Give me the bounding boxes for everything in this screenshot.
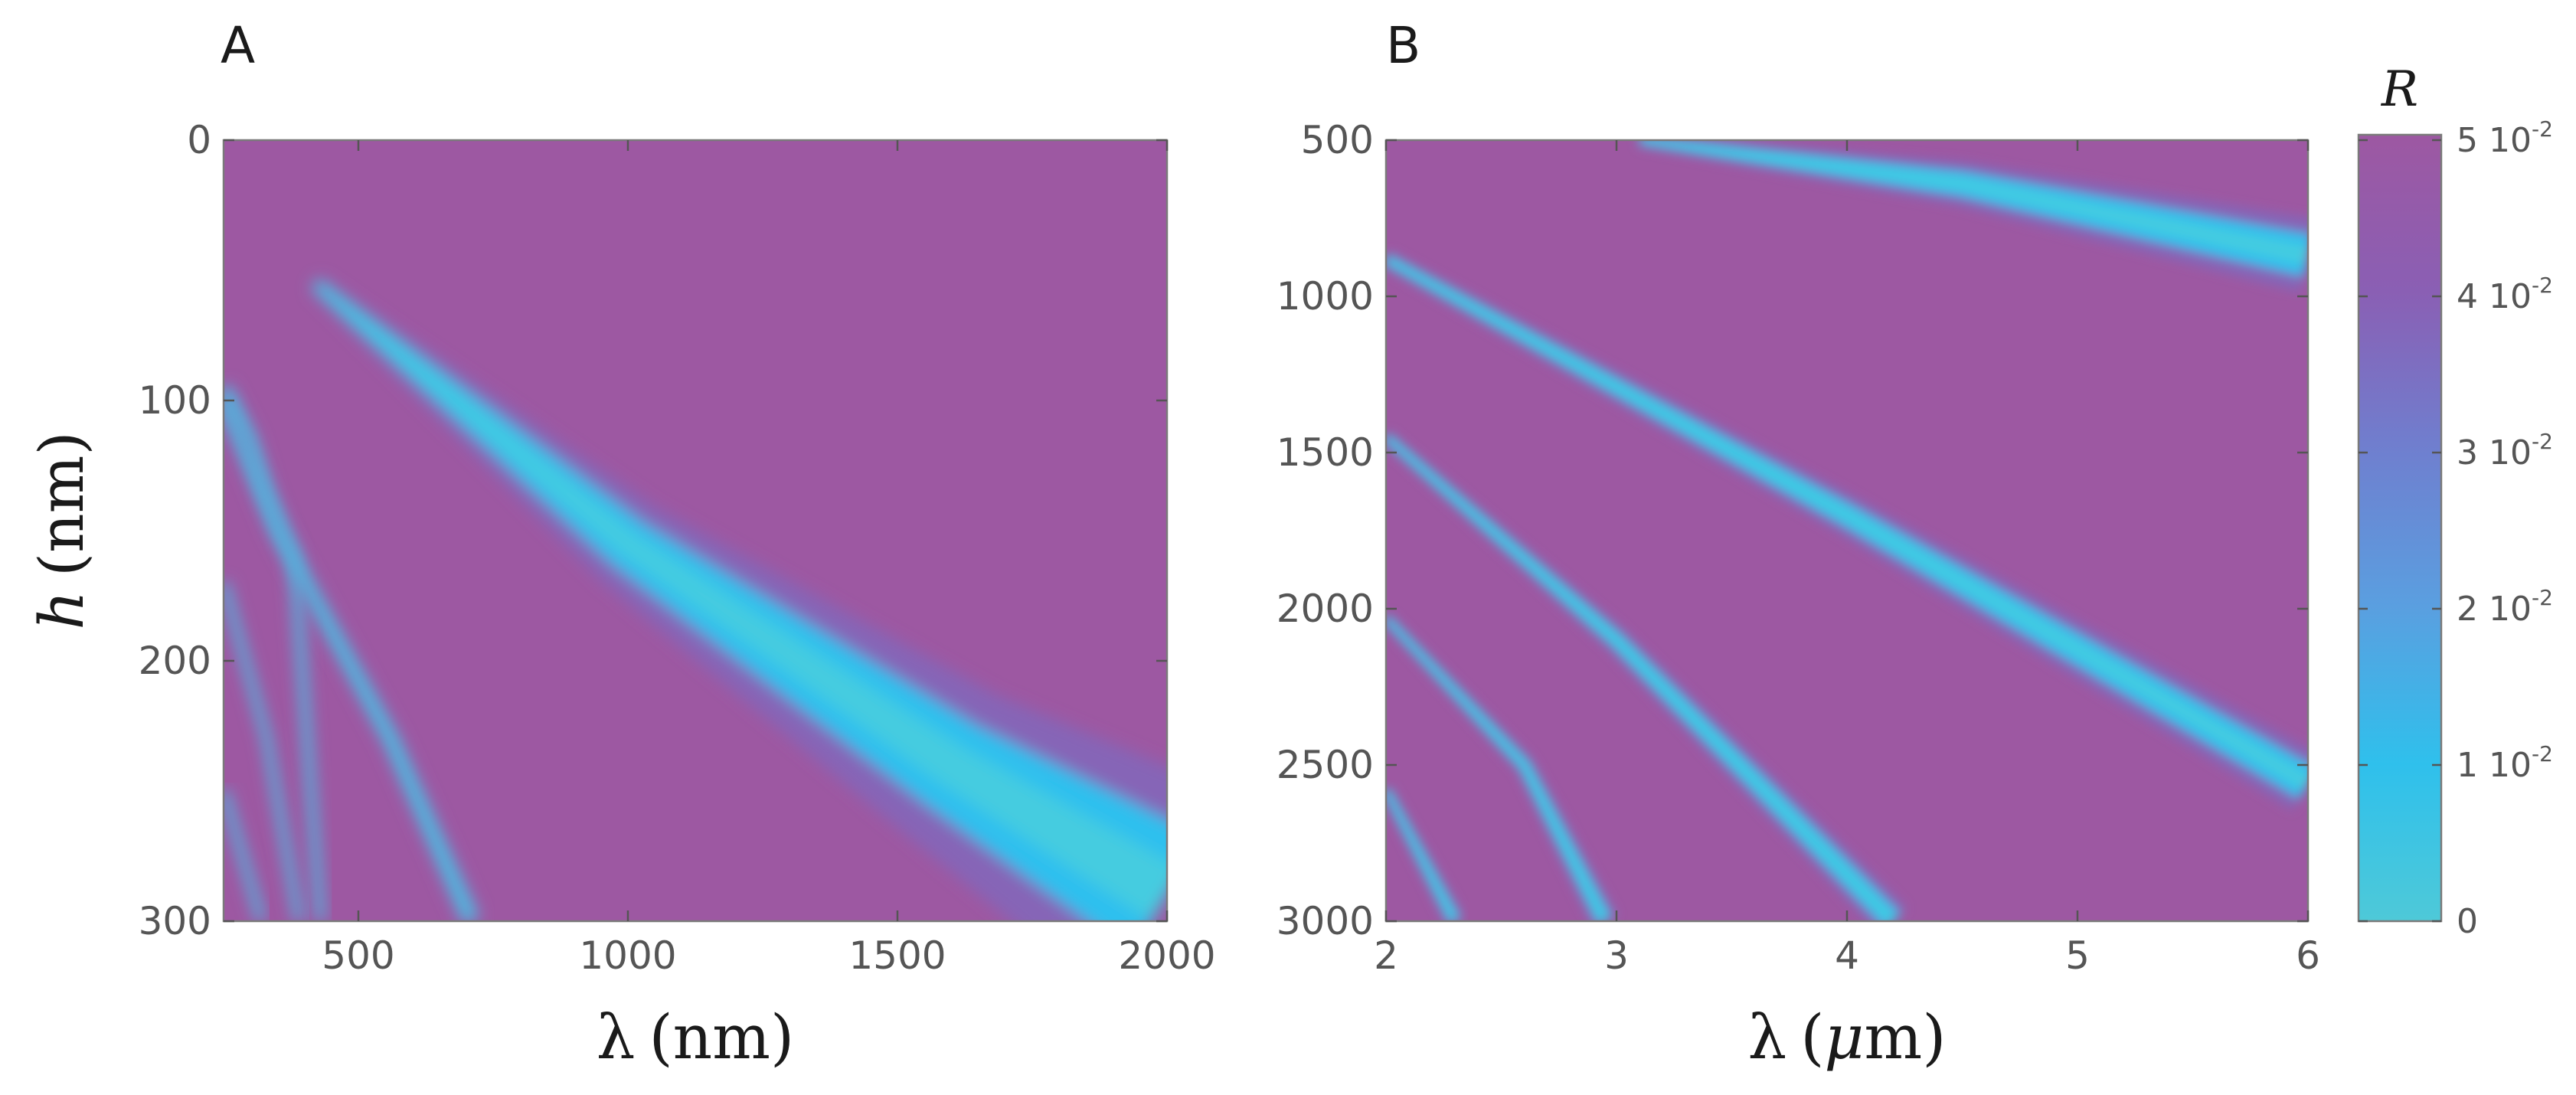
panel-a-band-1-layer-3 bbox=[313, 281, 1167, 921]
colorbar-tick-main: 3 10 bbox=[2457, 433, 2532, 472]
panel-b-x-axis-title: λ (μm) bbox=[1748, 1002, 1947, 1073]
colorbar-tick-exponent: -2 bbox=[2532, 116, 2553, 142]
panel-a-band-3 bbox=[224, 383, 327, 921]
panel-a-band-2 bbox=[224, 397, 482, 921]
panel-a-band-4 bbox=[224, 581, 305, 921]
colorbar-tick-main: 1 10 bbox=[2457, 746, 2532, 785]
panel-b-band-4 bbox=[1386, 613, 1617, 921]
panel-a-band-3-layer-2 bbox=[224, 385, 324, 921]
panel-a-bands bbox=[224, 276, 1167, 921]
panel-b-x-tick-label: 2 bbox=[1374, 933, 1398, 978]
panel-b-y-tick-label: 3000 bbox=[1277, 899, 1374, 943]
panel-b-band-3-layer-3 bbox=[1386, 435, 1897, 921]
colorbar-tick-label: 5 10-2 bbox=[2457, 116, 2553, 160]
panel-b-x-tick-label: 5 bbox=[2065, 933, 2090, 978]
panel-b-x-axis-unit-open: ( bbox=[1800, 1002, 1824, 1073]
panel-a-y-axis-unit: (nm) bbox=[26, 431, 97, 577]
panel-b-label: B bbox=[1386, 16, 1420, 75]
panel-b-y-ticks: 500 1000 1500 2000 2500 3000 bbox=[1277, 118, 2308, 943]
panel-a-band-5 bbox=[224, 789, 267, 921]
panel-a-x-ticks: 500 1000 1500 2000 bbox=[322, 140, 1216, 978]
colorbar-tick-main: 0 bbox=[2457, 902, 2478, 941]
panel-a-x-tick-label: 500 bbox=[322, 933, 394, 978]
panel-b-band-2-layer-3 bbox=[1386, 257, 2308, 791]
panel-a-label: A bbox=[221, 16, 255, 75]
panel-a-x-axis-symbol: λ bbox=[597, 1002, 636, 1073]
colorbar: R 01 10-22 10-23 10-24 10-25 10-2 bbox=[2357, 61, 2553, 941]
panel-a-x-tick-label: 1500 bbox=[848, 933, 946, 978]
colorbar-tick-label: 3 10-2 bbox=[2457, 429, 2553, 472]
panel-a-y-axis-symbol: h bbox=[26, 590, 97, 630]
panel-a-y-tick-label: 0 bbox=[187, 118, 211, 162]
panel-a-band-2-layer-3 bbox=[224, 399, 475, 921]
panel-a-x-tick-label: 2000 bbox=[1118, 933, 1215, 978]
panel-a-x-tick-label: 1000 bbox=[579, 933, 676, 978]
colorbar-tick-exponent: -2 bbox=[2532, 741, 2553, 766]
colorbar-title: R bbox=[2381, 61, 2418, 118]
panel-a-x-axis-title: λ (nm) bbox=[597, 1002, 795, 1073]
colorbar-tick-label: 1 10-2 bbox=[2457, 741, 2553, 785]
panel-b-band-4-layer-3 bbox=[1386, 616, 1608, 921]
colorbar-tick-exponent: -2 bbox=[2532, 429, 2553, 454]
panel-b-y-tick-label: 2500 bbox=[1277, 743, 1374, 787]
panel-b-x-ticks: 2 3 4 5 6 bbox=[1374, 140, 2320, 978]
panel-b-x-axis-unit-mu: μ bbox=[1824, 1002, 1864, 1073]
panel-b-x-tick-label: 4 bbox=[1835, 933, 1859, 978]
panel-b-x-tick-label: 3 bbox=[1604, 933, 1629, 978]
panel-b-band-5-layer-3 bbox=[1386, 789, 1458, 921]
panel-b-y-tick-label: 500 bbox=[1301, 118, 1374, 162]
panel-b-band-3 bbox=[1386, 431, 1907, 921]
colorbar-tick-main: 2 10 bbox=[2457, 590, 2532, 629]
colorbar-gradient bbox=[2357, 133, 2443, 923]
panel-a-y-tick-label: 200 bbox=[139, 639, 211, 683]
colorbar-tick-exponent: -2 bbox=[2532, 273, 2553, 298]
panel-a-band-5-layer-3 bbox=[224, 790, 263, 921]
colorbar-tick-label: 4 10-2 bbox=[2457, 273, 2553, 316]
panel-a-x-axis-unit: (nm) bbox=[649, 1002, 794, 1073]
panel-b-y-tick-label: 1500 bbox=[1277, 430, 1374, 475]
panel-b: B 2 3 4 5 6 500 1000 1500 2000 2500 3000 λ (μm) bbox=[1277, 16, 2320, 1073]
panel-b-x-axis-symbol: λ bbox=[1748, 1002, 1787, 1073]
colorbar-tick-label: 2 10-2 bbox=[2457, 585, 2553, 629]
colorbar-tick-exponent: -2 bbox=[2532, 585, 2553, 610]
panel-a-band-1 bbox=[309, 276, 1167, 921]
panel-a-y-axis-title: h (nm) bbox=[26, 431, 97, 629]
panel-b-x-axis-unit-close: m) bbox=[1864, 1002, 1946, 1073]
panel-a-band-3-layer-3 bbox=[224, 386, 322, 921]
colorbar-tick-label: 0 bbox=[2457, 902, 2478, 941]
panel-b-bands bbox=[1386, 140, 2308, 921]
panel-a-y-tick-label: 100 bbox=[139, 378, 211, 423]
panel-b-band-1 bbox=[1638, 140, 2308, 293]
panel-b-x-tick-label: 6 bbox=[2296, 933, 2320, 978]
panel-a-frame bbox=[222, 139, 1169, 923]
colorbar-ticks: 01 10-22 10-23 10-24 10-25 10-2 bbox=[2359, 116, 2553, 941]
panel-b-band-1-layer-2 bbox=[1639, 140, 2308, 277]
panel-a-y-ticks: 0 100 200 300 bbox=[139, 118, 1167, 943]
colorbar-tick-main: 4 10 bbox=[2457, 277, 2532, 316]
panel-b-y-tick-label: 1000 bbox=[1277, 274, 1374, 319]
colorbar-tick-main: 5 10 bbox=[2457, 121, 2532, 160]
panel-b-band-2 bbox=[1386, 251, 2308, 811]
panel-a-band-4-layer-3 bbox=[224, 582, 301, 921]
panel-b-y-tick-label: 2000 bbox=[1277, 587, 1374, 631]
panel-a-y-tick-label: 300 bbox=[139, 899, 211, 943]
panel-b-band-5 bbox=[1386, 786, 1465, 921]
